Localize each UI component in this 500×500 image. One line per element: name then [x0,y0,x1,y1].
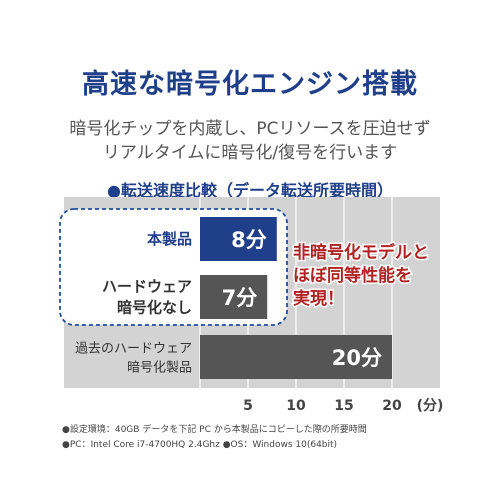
callout-line-0: 非暗号化モデルと [293,242,429,263]
page-title: 高速な暗号化エンジン搭載 [82,69,418,100]
callout-line-1: ほぼ同等性能を [293,265,412,286]
bar-1 [200,275,268,319]
footnote-environment: ●設定環境：40GB データを下記 PC から本製品にコピーした際の所要時間 [62,425,367,435]
category-label-0-0: 本製品 [147,230,192,248]
category-label-1-0: ハードウェア [102,278,192,296]
bar-value-label-0: 8分 [231,228,267,252]
subtitle-line-1: 暗号化チップを内蔵し、PCリソースを圧迫せず [69,119,431,139]
category-label-2-1: 暗号化製品 [127,361,192,376]
subtitle-line-2: リアルタイムに暗号化/復号を行います [102,143,398,163]
tick-label-15: 15 [334,398,353,414]
bar-value-label-2: 20分 [332,346,382,370]
bar-0 [200,217,277,261]
tick-label-10: 10 [286,398,306,414]
tick-label-5: 5 [243,398,253,414]
category-label-2-0: 過去のハードウェア [75,342,192,357]
chart-heading: ●転送速度比較（データ転送所要時間） [107,181,393,200]
unit-label: (分) [417,398,444,414]
tick-label-20: 20 [382,398,402,414]
callout-line-2: 実現！ [293,288,344,309]
footnote-pc: ●PC：Intel Core i7-4700HQ 2.4Ghz ●OS：Wind… [62,440,338,450]
bar-value-label-1: 7分 [222,286,258,310]
bar-2 [200,335,392,379]
category-label-1-1: 暗号化なし [117,299,192,317]
